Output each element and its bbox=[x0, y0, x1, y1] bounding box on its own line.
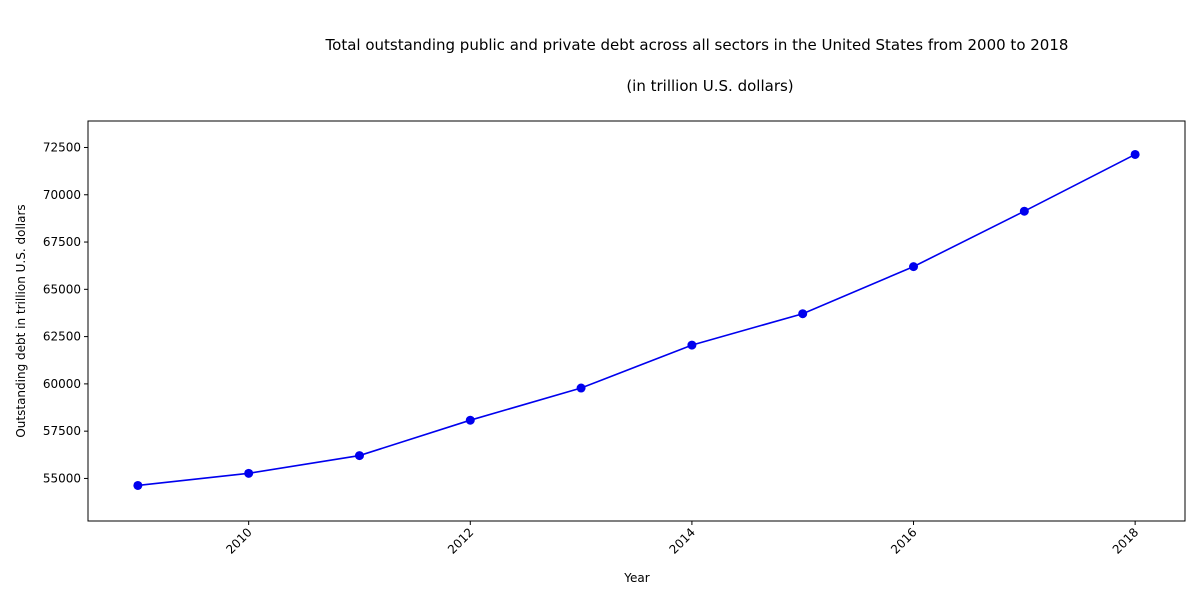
y-tick-label: 60000 bbox=[43, 377, 81, 391]
data-point-2012 bbox=[465, 415, 475, 425]
y-tick-label: 72500 bbox=[43, 140, 81, 154]
y-tick-label: 57500 bbox=[43, 424, 81, 438]
chart-title: Total outstanding public and private deb… bbox=[325, 36, 1069, 54]
data-point-2014 bbox=[687, 340, 697, 350]
data-point-2009 bbox=[133, 480, 143, 490]
x-axis-label: Year bbox=[623, 571, 649, 585]
y-tick-label: 65000 bbox=[43, 282, 81, 296]
x-tick-label: 2014 bbox=[667, 525, 698, 556]
x-tick-label: 2010 bbox=[223, 525, 254, 556]
y-axis: 55000 57500 60000 62500 65000 67500 70000 72500 bbox=[43, 140, 88, 485]
x-axis: 2010 2012 2014 2016 2018 bbox=[223, 521, 1141, 557]
y-tick-label: 62500 bbox=[43, 330, 81, 344]
data-point-2016 bbox=[909, 262, 919, 272]
data-point-2010 bbox=[244, 468, 254, 478]
data-point-2018 bbox=[1130, 149, 1140, 159]
data-point-2017 bbox=[1019, 206, 1029, 216]
y-tick-label: 55000 bbox=[43, 471, 81, 485]
plot-area-frame bbox=[87, 120, 1186, 522]
chart-subtitle: (in trillion U.S. dollars) bbox=[626, 77, 793, 95]
x-tick-label: 2012 bbox=[445, 525, 476, 556]
x-tick-label: 2018 bbox=[1110, 525, 1141, 556]
y-axis-label: Outstanding debt in trillion U.S. dollar… bbox=[14, 204, 28, 437]
data-point-2011 bbox=[354, 451, 364, 461]
series-layer bbox=[133, 149, 1140, 490]
x-tick-label: 2016 bbox=[888, 525, 919, 556]
data-point-2015 bbox=[798, 309, 808, 319]
data-point-2013 bbox=[576, 383, 586, 393]
series-line bbox=[137, 153, 1136, 487]
y-tick-label: 67500 bbox=[43, 235, 81, 249]
y-tick-label: 70000 bbox=[43, 188, 81, 202]
